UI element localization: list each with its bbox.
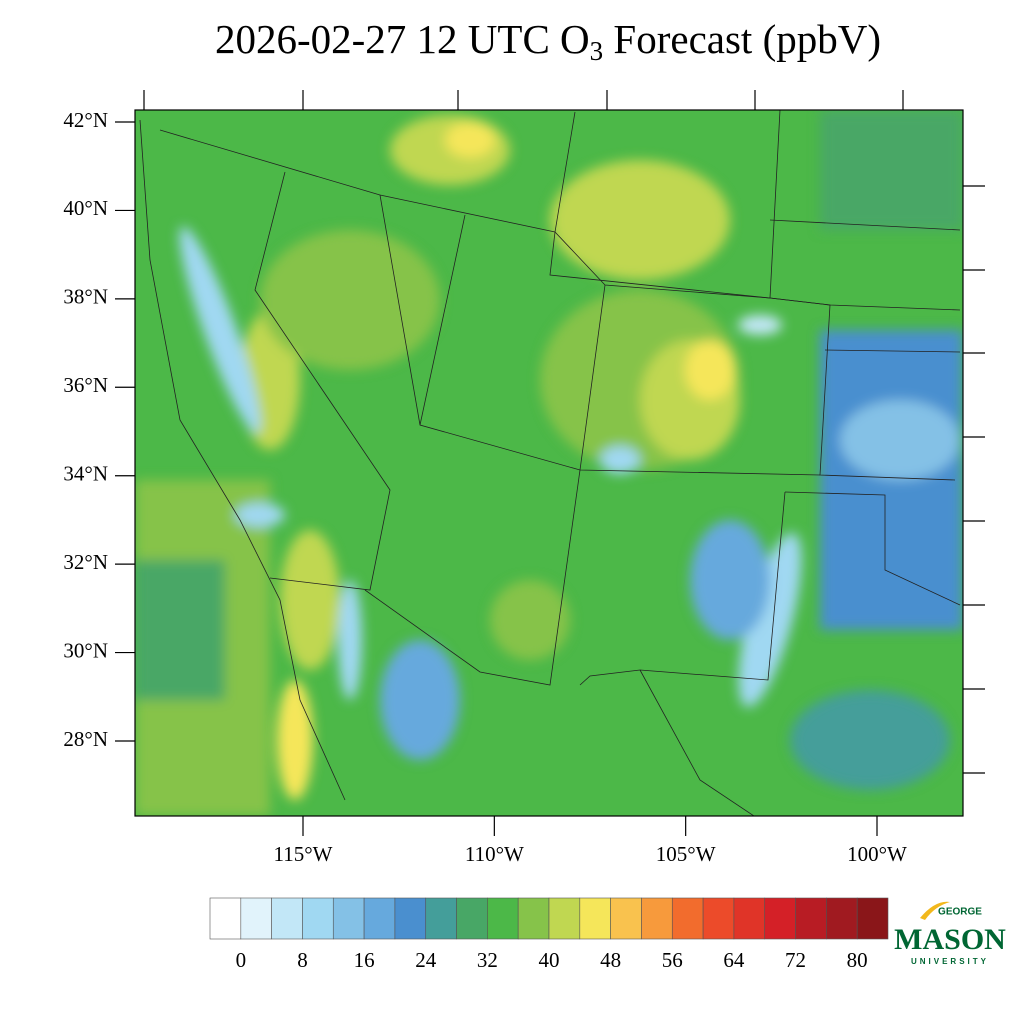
colorbar-box [671, 897, 704, 940]
colorbar-tick-label: 48 [600, 948, 621, 972]
lat-tick-label: 40°N [63, 196, 108, 220]
colorbar-tick-label: 40 [539, 948, 560, 972]
lat-tick-label: 42°N [63, 108, 108, 132]
colorbar-tick-label: 16 [354, 948, 375, 972]
colorbar-box [209, 897, 242, 940]
colorbar-box [332, 897, 365, 940]
title-rest: Forecast (ppbV) [603, 16, 881, 62]
colorbar-tick-label: 64 [723, 948, 745, 972]
colorbar-tick-label: 24 [415, 948, 437, 972]
colorbar-box [579, 897, 611, 940]
logo-swoosh [920, 901, 950, 920]
map-frame [134, 109, 964, 817]
colorbar-box [610, 897, 642, 940]
borders [139, 110, 961, 816]
colorbar-box [548, 897, 581, 940]
colorbar-box [394, 897, 427, 940]
colorbar-box [517, 897, 550, 940]
title: 2026-02-27 12 UTC O3 Forecast (ppbV) [215, 16, 881, 66]
colorbar-box [240, 897, 272, 940]
colorbar-tick-label: 8 [297, 948, 308, 972]
lat-tick-label: 34°N [63, 462, 108, 486]
lon-tick-label: 100°W [847, 842, 907, 866]
colorbar-box [641, 897, 673, 940]
colorbar-tick-label: 72 [785, 948, 806, 972]
colorbar-box [702, 897, 735, 940]
logo-main: MASON [894, 923, 1006, 956]
lon-tick-label: 115°W [274, 842, 333, 866]
colorbar-tick-label: 56 [662, 948, 683, 972]
lat-tick-label: 36°N [63, 373, 108, 397]
colorbar-box [363, 897, 396, 940]
colorbar-box [733, 897, 766, 940]
lon-tick-label: 110°W [465, 842, 524, 866]
lat-tick-label: 30°N [63, 638, 108, 662]
ozone-field [135, 110, 963, 816]
lat-tick-label: 32°N [63, 550, 108, 574]
frame-ticks [143, 90, 985, 774]
logo-bottom: UNIVERSITY [911, 957, 989, 966]
title-main: 2026-02-27 12 UTC O [215, 16, 590, 62]
colorbar-box [856, 897, 889, 940]
colorbar-tick-label: 0 [236, 948, 247, 972]
colorbar-box [795, 897, 827, 940]
colorbar-tick-label: 32 [477, 948, 498, 972]
lat-tick-label: 28°N [63, 727, 108, 751]
colorbar-box [271, 897, 303, 940]
colorbar-tick-label: 80 [847, 948, 868, 972]
colorbar-box [456, 897, 488, 940]
lon-tick-label: 105°W [656, 842, 716, 866]
colorbar-box [764, 897, 796, 940]
title-subscript: 3 [590, 36, 604, 66]
colorbar-box [425, 897, 457, 940]
lat-tick-label: 38°N [63, 285, 108, 309]
colorbar-box [826, 897, 858, 940]
logo-top: GEORGE [938, 907, 982, 918]
logo: GEORGE MASON UNIVERSITY [894, 901, 1006, 966]
colorbar-box [487, 897, 519, 940]
colorbar-box [302, 897, 334, 940]
